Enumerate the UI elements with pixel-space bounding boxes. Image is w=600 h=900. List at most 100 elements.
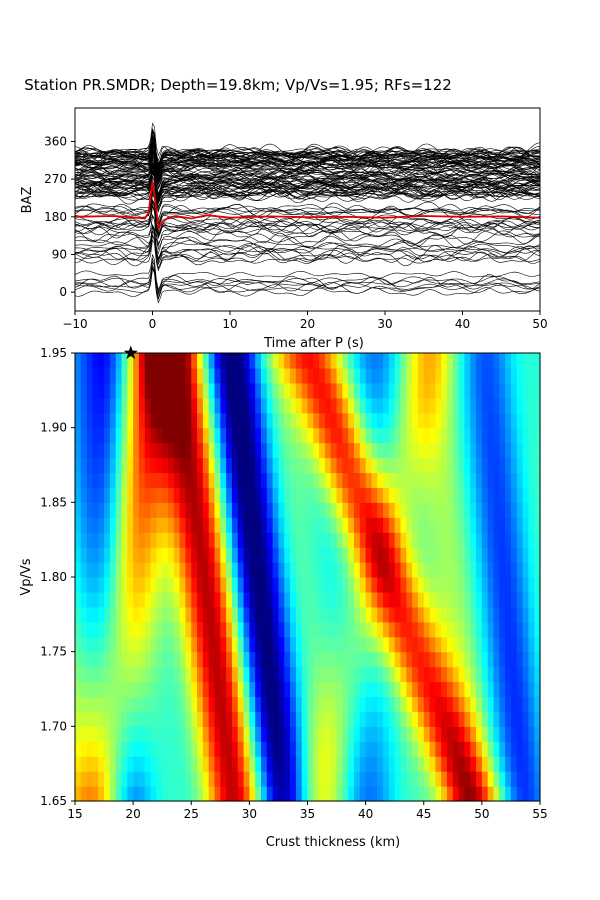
hk-cell bbox=[144, 786, 152, 802]
hk-cell bbox=[144, 681, 152, 698]
hk-cell bbox=[202, 517, 210, 533]
hk-cell bbox=[266, 786, 274, 802]
hk-cell bbox=[394, 591, 402, 608]
hk-cell bbox=[220, 711, 227, 727]
hk-cell bbox=[231, 547, 239, 563]
hk-cell bbox=[324, 412, 332, 429]
hk-cell bbox=[295, 397, 303, 414]
hk-cell bbox=[138, 412, 146, 429]
hk-cell bbox=[75, 636, 82, 653]
hk-cell bbox=[499, 457, 506, 474]
hk-cell bbox=[156, 651, 163, 668]
hk-cell bbox=[417, 577, 425, 593]
hk-cell bbox=[237, 367, 245, 384]
hk-cell bbox=[98, 681, 105, 698]
hk-cell bbox=[499, 487, 506, 503]
hk-cell bbox=[383, 696, 390, 712]
hk-cell bbox=[394, 666, 402, 683]
hk-cell bbox=[237, 621, 245, 638]
hk-cell bbox=[371, 681, 378, 698]
hk-cell bbox=[173, 636, 181, 653]
hk-cell bbox=[173, 577, 181, 593]
hk-cell bbox=[173, 517, 181, 533]
hk-cell bbox=[383, 651, 390, 668]
hk-cell bbox=[493, 636, 500, 653]
hk-cell bbox=[359, 591, 367, 608]
hk-cell bbox=[115, 591, 123, 608]
hk-cell bbox=[342, 636, 349, 653]
hk-cell bbox=[290, 726, 297, 742]
hk-cell bbox=[98, 382, 105, 399]
hk-cell bbox=[476, 606, 483, 623]
hk-cell bbox=[383, 472, 390, 488]
hk-cell bbox=[458, 397, 466, 414]
hk-cell bbox=[284, 577, 291, 593]
hk-cell bbox=[133, 353, 140, 369]
hk-cell bbox=[226, 382, 233, 399]
hk-cell bbox=[115, 681, 123, 698]
hk-cell bbox=[458, 532, 466, 548]
hk-cell bbox=[272, 397, 280, 414]
hk-cell bbox=[377, 367, 384, 384]
hk-cell bbox=[400, 726, 407, 742]
hk-cell bbox=[354, 666, 361, 683]
hk-cell bbox=[528, 397, 535, 414]
hk-cell bbox=[237, 532, 245, 548]
hk-cell bbox=[528, 696, 535, 712]
hk-cell bbox=[144, 651, 152, 668]
hk-cell bbox=[173, 532, 181, 548]
hk-cell bbox=[231, 502, 239, 518]
hk-cell bbox=[383, 532, 390, 548]
hk-cell bbox=[423, 562, 431, 578]
hk-cell bbox=[255, 487, 262, 503]
hk-cell bbox=[505, 457, 512, 474]
hk-cell bbox=[226, 427, 233, 444]
hk-cell bbox=[156, 771, 163, 787]
hk-cell bbox=[452, 353, 460, 369]
hk-cell bbox=[516, 442, 524, 459]
hk-cell bbox=[284, 427, 291, 444]
hk-cell bbox=[220, 666, 227, 683]
hk-cell bbox=[464, 696, 471, 712]
hk-cell bbox=[510, 651, 518, 668]
hk-cell bbox=[458, 427, 466, 444]
hk-cell bbox=[214, 786, 221, 802]
hk-cell bbox=[261, 621, 268, 638]
hk-cell bbox=[388, 397, 396, 414]
hk-cell bbox=[220, 353, 227, 369]
hk-cell bbox=[121, 771, 128, 787]
hk-cell bbox=[86, 726, 94, 742]
hk-cell bbox=[406, 382, 413, 399]
hk-cell bbox=[441, 711, 448, 727]
hk-cell bbox=[394, 696, 402, 712]
hk-cell bbox=[261, 532, 268, 548]
hk-cell bbox=[197, 562, 204, 578]
hk-cell bbox=[208, 651, 216, 668]
hk-cell bbox=[464, 427, 471, 444]
hk-cell bbox=[534, 696, 541, 712]
hk-cell bbox=[336, 606, 343, 623]
hk-cell bbox=[534, 681, 541, 698]
hk-cell bbox=[295, 591, 303, 608]
hk-cell bbox=[441, 502, 448, 518]
hk-cell bbox=[115, 547, 123, 563]
hk-cell bbox=[470, 442, 477, 459]
hk-cell bbox=[324, 353, 332, 369]
hk-cell bbox=[197, 353, 204, 369]
hk-cell bbox=[92, 487, 99, 503]
hk-cell bbox=[197, 771, 204, 787]
hk-cell bbox=[319, 547, 326, 563]
hk-cell bbox=[417, 681, 425, 698]
hk-cell bbox=[493, 397, 500, 414]
hk-cell bbox=[249, 591, 256, 608]
hk-cell bbox=[86, 487, 94, 503]
hk-cell bbox=[92, 517, 99, 533]
hk-cell bbox=[487, 756, 495, 772]
hk-cell bbox=[423, 741, 431, 757]
hk-cell bbox=[98, 562, 105, 578]
hk-cell bbox=[324, 606, 332, 623]
hk-cell bbox=[162, 711, 169, 727]
hk-cell bbox=[168, 532, 175, 548]
hk-cell bbox=[348, 457, 355, 474]
hk-cell bbox=[464, 666, 471, 683]
